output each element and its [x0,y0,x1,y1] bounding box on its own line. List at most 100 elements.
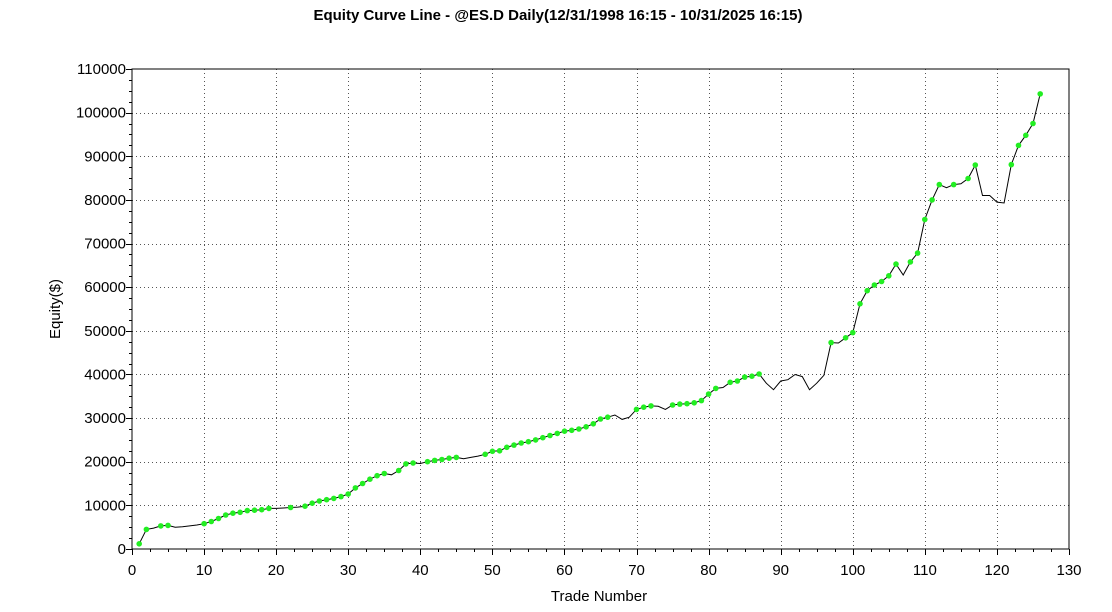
trade-point [482,451,489,458]
trade-point [453,454,460,461]
x-tick-label: 30 [340,562,357,579]
equity-line [138,93,1041,545]
y-tick-label: 40000 [84,366,126,383]
x-axis: 0 10 20 30 40 50 60 70 80 90 100 110 120 130 [128,549,1082,579]
trade-point [749,373,755,380]
trade-point [403,461,409,467]
trade-point [525,438,532,445]
trade-point [871,282,878,288]
x-tick-label: 10 [196,562,213,579]
trade-point [367,476,373,483]
plot-frame [131,68,1070,550]
trade-point [677,401,683,407]
trade-point [893,261,899,267]
trade-point [604,414,611,421]
trade-point [828,339,834,346]
trade-point [165,522,171,529]
trade-point [640,404,647,411]
trade-point [684,400,690,407]
trade-point [215,515,222,522]
trade-point [201,520,207,527]
trade-point [258,506,265,513]
trade-point [886,273,892,279]
trade-point [741,374,748,380]
trade-point [143,526,150,533]
trade-point [929,197,935,203]
trade-point [864,287,870,294]
y-axis: 0 10000 20000 30000 40000 50000 60000 70000 8000… [76,61,132,558]
grid [132,69,1069,549]
trade-point [504,444,510,451]
trade-point [936,181,943,188]
trade-point [950,181,957,188]
trade-point [431,457,438,464]
x-tick-label: 0 [128,562,136,579]
trade-point [532,437,539,443]
x-tick-label: 120 [984,562,1009,579]
x-tick-label: 130 [1056,562,1081,579]
y-tick-label: 80000 [84,192,126,209]
x-axis-label: Trade Number [551,588,647,605]
trade-point [878,278,885,285]
y-tick-label: 90000 [84,148,126,165]
chart-title: Equity Curve Line - @ES.D Daily(12/31/19… [313,7,802,24]
trade-point [518,440,524,446]
trade-point [410,460,416,466]
y-axis-label: Equity($) [47,279,64,339]
trade-point [136,541,142,547]
trade-point [583,424,589,430]
trade-point [331,495,337,502]
trade-point [496,448,503,454]
y-tick-label: 10000 [84,497,126,514]
trade-point [547,432,553,439]
trade-point [705,391,712,397]
x-tick-label: 100 [840,562,865,579]
trade-point [633,406,640,413]
trade-point [359,480,366,487]
x-tick-label: 80 [700,562,717,579]
trade-point [352,485,359,491]
trade-point [424,458,431,465]
trade-point [561,428,568,435]
trade-point [302,503,308,510]
trade-point [554,430,561,437]
trade-point [489,448,496,455]
trade-point [439,456,445,463]
trade-point [345,491,352,497]
trade-point [850,329,856,336]
trade-point [540,434,546,441]
y-tick-label: 70000 [84,236,126,253]
trade-point [590,421,597,427]
trade-point [568,427,575,434]
trade-point [922,216,928,223]
trade-point [222,512,229,518]
trade-point [1030,120,1036,127]
trade-point [756,371,762,377]
trade-point [287,504,294,511]
trade-point [1037,91,1043,97]
trade-point [597,416,604,422]
x-tick-label: 40 [412,562,429,579]
trade-point [1023,132,1029,139]
trade-point [1008,161,1015,168]
trade-point [316,498,323,504]
trade-point [907,259,914,265]
trade-point [237,509,243,516]
trade-point [323,496,330,503]
trade-point [734,378,741,384]
trade-point [713,385,719,392]
trade-point [374,472,380,479]
trade-point [691,400,697,406]
trade-point [338,493,344,500]
y-tick-label: 100000 [76,105,126,122]
trade-point [914,250,921,256]
trade-point [965,175,971,182]
x-tick-label: 50 [484,562,501,579]
trade-point [842,335,849,341]
trade-point [309,500,316,507]
trade-point [972,162,979,168]
trade-point [395,467,402,474]
trade-point [698,397,705,404]
trade-point [230,510,236,516]
